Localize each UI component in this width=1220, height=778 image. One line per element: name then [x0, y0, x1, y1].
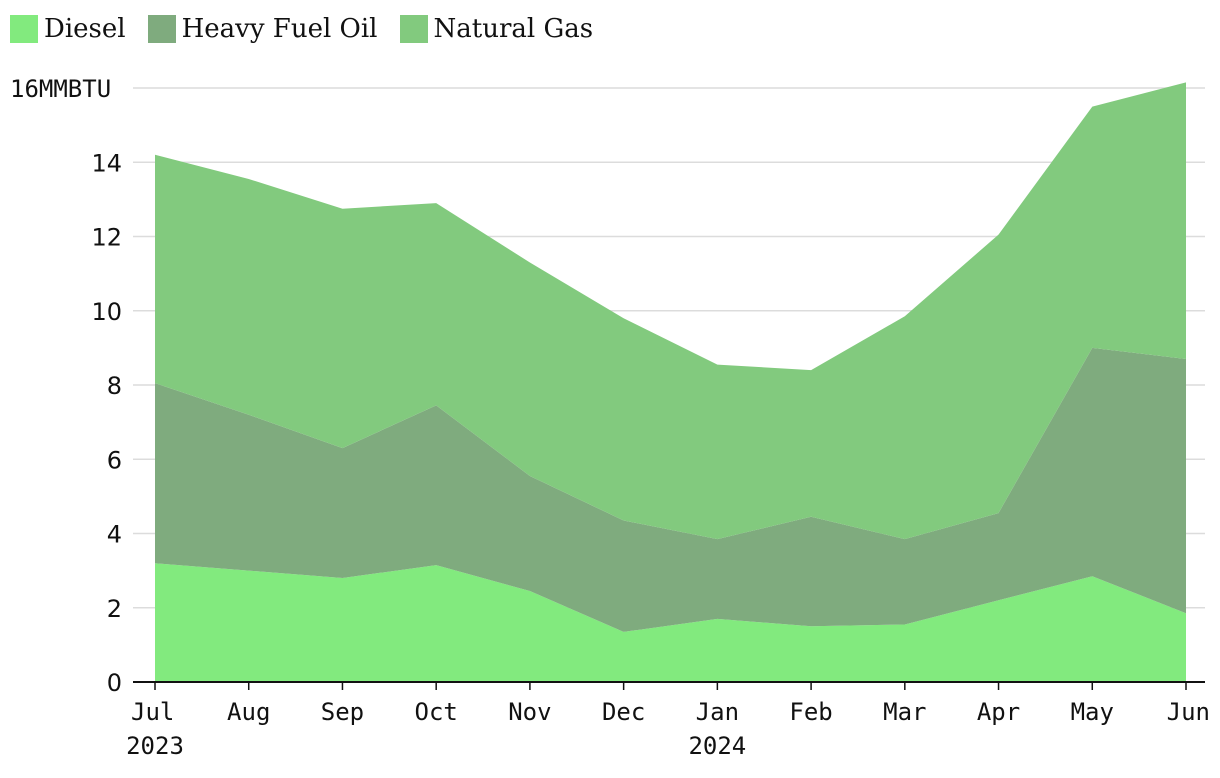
- x-tick-label-jan: Jan: [696, 698, 739, 726]
- area-diesel[interactable]: [155, 563, 1186, 682]
- x-tick-label-dec: Dec: [602, 698, 645, 726]
- legend-item-natural-gas[interactable]: Natural Gas: [399, 14, 594, 44]
- y-tick-label-4: 4: [107, 521, 122, 549]
- x-tick-label-jul: Jul: [131, 698, 174, 726]
- axes: 0 2 4 6 8 10 12 14 16MMBTU Jul Aug Sep Oct Nov Dec Jan F…: [10, 75, 1210, 760]
- year-label-2023: 2023: [126, 732, 184, 760]
- legend-label-heavy-fuel-oil: Heavy Fuel Oil: [181, 14, 378, 44]
- legend-label-natural-gas: Natural Gas: [433, 14, 594, 44]
- legend-item-heavy-fuel-oil[interactable]: Heavy Fuel Oil: [147, 14, 378, 44]
- x-tick-label-may: May: [1071, 698, 1114, 726]
- legend-swatch-diesel: [10, 15, 38, 43]
- legend-swatch-natural-gas: [399, 15, 428, 43]
- y-tick-label-10: 10: [91, 298, 122, 326]
- x-tick-label-oct: Oct: [415, 698, 458, 726]
- y-tick-label-6: 6: [107, 446, 122, 474]
- y-tick-label-14: 14: [91, 149, 122, 177]
- areas: [155, 82, 1186, 682]
- y-tick-label-0: 0: [107, 669, 122, 697]
- x-tick-label-nov: Nov: [508, 698, 551, 726]
- y-tick-label-16: 16MMBTU: [10, 75, 111, 103]
- x-tick-label-aug: Aug: [227, 698, 270, 726]
- area-natural-gas[interactable]: [155, 82, 1186, 540]
- area-heavy-fuel-oil[interactable]: [155, 347, 1186, 632]
- legend-swatch-heavy-fuel-oil: [147, 15, 176, 43]
- legend: Diesel Heavy Fuel Oil Natural Gas: [10, 14, 593, 44]
- y-tick-label-12: 12: [91, 224, 122, 252]
- x-tick-label-apr: Apr: [977, 698, 1020, 726]
- y-tick-label-2: 2: [107, 595, 122, 623]
- x-tick-label-jun: Jun: [1167, 698, 1210, 726]
- x-tick-label-sep: Sep: [321, 698, 364, 726]
- x-tick-label-mar: Mar: [883, 698, 926, 726]
- y-tick-label-8: 8: [107, 372, 122, 400]
- x-tick-label-feb: Feb: [789, 698, 832, 726]
- year-label-2024: 2024: [688, 732, 746, 760]
- legend-label-diesel: Diesel: [44, 14, 126, 44]
- legend-item-diesel[interactable]: Diesel: [10, 14, 126, 44]
